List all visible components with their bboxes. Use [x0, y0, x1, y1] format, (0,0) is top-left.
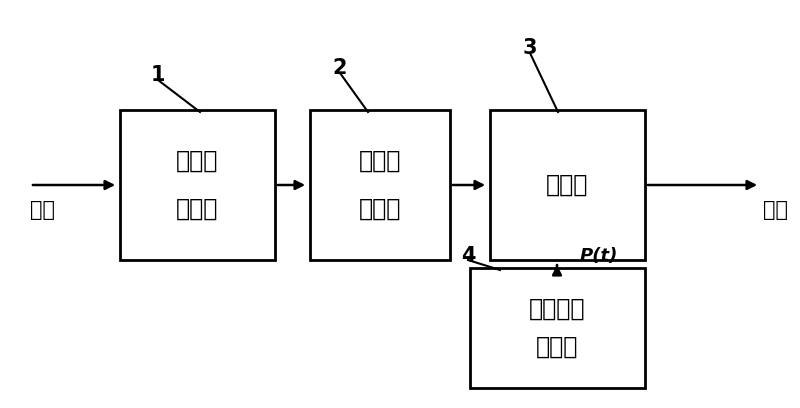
Bar [490, 110, 645, 260]
Text: 3: 3 [522, 38, 538, 58]
Text: 1: 1 [150, 65, 166, 85]
Text: 输入: 输入 [30, 200, 55, 220]
Text: 2: 2 [333, 58, 347, 78]
Text: 解调器: 解调器 [546, 173, 589, 197]
Text: 解调信号: 解调信号 [530, 297, 586, 321]
Text: 前　置: 前 置 [176, 149, 218, 173]
Text: 发生器: 发生器 [536, 335, 578, 359]
Text: 滤波器: 滤波器 [359, 197, 401, 221]
Text: 4: 4 [461, 246, 475, 266]
Text: 放大器: 放大器 [176, 197, 218, 221]
Text: 信　号: 信 号 [359, 149, 401, 173]
Bar [310, 110, 450, 260]
Bar [470, 268, 645, 388]
Text: 输出: 输出 [763, 200, 788, 220]
Bar [120, 110, 275, 260]
Text: P(t): P(t) [580, 247, 618, 265]
